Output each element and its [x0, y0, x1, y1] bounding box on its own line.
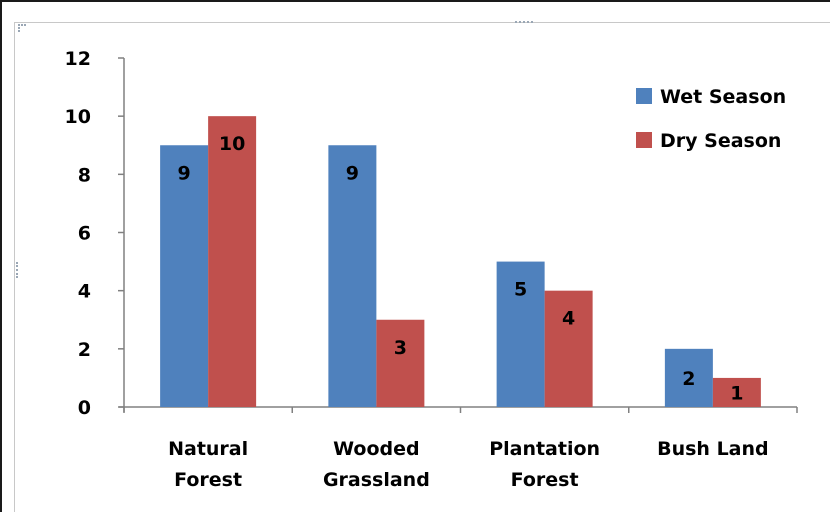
y-axis-ticks: 0 2 4 6 8 10 12 [65, 48, 124, 419]
data-label: 10 [219, 133, 245, 155]
y-tick-label: 8 [78, 164, 91, 186]
resize-handle-top-left[interactable] [18, 24, 26, 32]
x-tick-label: Grassland [323, 469, 430, 491]
bar [712, 377, 761, 407]
data-label: 9 [178, 162, 191, 184]
bar [208, 116, 257, 408]
legend-label: Wet Season [660, 86, 786, 108]
resize-handle-top[interactable] [515, 21, 533, 23]
bar [544, 290, 593, 407]
resize-handle-left[interactable] [16, 262, 18, 278]
y-tick-label: 6 [78, 223, 91, 245]
chart-area [14, 22, 830, 512]
x-tick-label: Plantation [489, 438, 600, 460]
x-tick-label: Forest [174, 469, 242, 491]
data-label: 9 [346, 162, 359, 184]
x-tick-label: Forest [511, 469, 579, 491]
x-tick-label: Bush Land [657, 438, 769, 460]
data-label: 4 [562, 308, 575, 330]
y-tick-label: 4 [78, 281, 91, 303]
y-tick-label: 2 [78, 339, 91, 361]
bar [664, 348, 713, 407]
legend: Wet Season Dry Season [636, 86, 786, 152]
data-label: 1 [730, 382, 743, 404]
y-tick-label: 0 [78, 397, 91, 419]
bar [376, 319, 425, 407]
data-label: 3 [394, 337, 407, 359]
y-tick-label: 10 [65, 106, 91, 128]
bar [160, 145, 209, 407]
legend-swatch [636, 88, 652, 104]
legend-label: Dry Season [660, 130, 781, 152]
legend-swatch [636, 132, 652, 148]
y-tick-label: 12 [65, 48, 91, 70]
data-label: 2 [682, 368, 695, 390]
bar [496, 261, 545, 407]
data-label: 5 [514, 279, 527, 301]
x-tick-label: Wooded [333, 438, 419, 460]
x-axis-labels: Natural Forest Wooded Grassland Plantation Fo… [168, 438, 769, 491]
x-tick-label: Natural [168, 438, 248, 460]
bar [328, 145, 377, 407]
bars [160, 116, 761, 408]
data-labels: 9 10 9 3 5 4 2 1 [178, 133, 744, 404]
